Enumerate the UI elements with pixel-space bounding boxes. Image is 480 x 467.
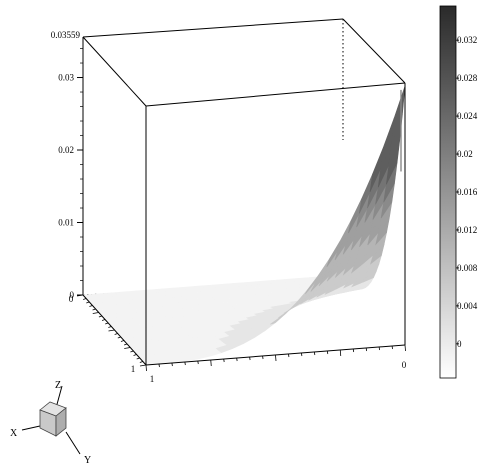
orientation-cube: Z X Y xyxy=(10,380,91,466)
front-axis-tick xyxy=(249,356,251,361)
front-axis-tick xyxy=(339,349,342,357)
front-axis-tick xyxy=(236,357,238,362)
colorbar-tick-label: 0.02 xyxy=(457,149,473,159)
bounding-box-front xyxy=(82,82,406,366)
colorbar-tick-label: 0.028 xyxy=(457,73,478,83)
surface-plot xyxy=(82,85,406,366)
colorbar-tick-label: 0.004 xyxy=(457,301,478,311)
side-axis-tick xyxy=(130,350,134,353)
front-axis-tick xyxy=(352,348,355,353)
side-axis-tick xyxy=(133,354,137,356)
cube-x-axis-line xyxy=(21,425,41,431)
side-axis-tick xyxy=(105,322,109,325)
front-axis-tick xyxy=(158,363,160,368)
z-axis-tick-label: 0 xyxy=(70,290,75,300)
colorbar-gradient xyxy=(439,5,457,379)
cube-right-face xyxy=(55,407,67,437)
front-axis-tick xyxy=(197,360,199,365)
side-axis-tick xyxy=(108,329,115,332)
box-back-right-edge-top xyxy=(342,18,406,84)
front-axis-tick xyxy=(262,355,264,360)
box-front-top-edge xyxy=(145,82,406,107)
colorbar-tick-label: 0.008 xyxy=(457,263,478,273)
z-axis: 0 0.01 0.02 0.03 0.03559 xyxy=(51,30,83,300)
side-axis-tick xyxy=(92,308,96,311)
floor-axes: 1 0 0 1 xyxy=(69,294,407,384)
front-axis-left-label: 1 xyxy=(150,374,155,384)
colorbar: 0 0.004 0.008 0.012 0.016 0.02 0.024 0.028 0.032 xyxy=(439,5,478,379)
z-axis-max-label: 0.03559 xyxy=(51,30,81,40)
side-axis-tick xyxy=(98,315,103,318)
side-axis-tick xyxy=(108,326,112,328)
colorbar-tick-label: 0.032 xyxy=(457,35,477,45)
colorbar-tick-label: 0 xyxy=(457,339,462,349)
side-axis-tick xyxy=(76,294,84,297)
front-axis-tick xyxy=(378,346,380,351)
cube-x-label: X xyxy=(10,428,18,439)
colorbar-tick-label: 0.024 xyxy=(457,111,478,121)
side-axis-tick xyxy=(86,301,90,304)
front-axis-tick xyxy=(171,362,173,367)
side-axis-tick xyxy=(117,336,121,339)
cube-y-label: Y xyxy=(84,455,91,466)
front-axis-tick xyxy=(145,364,147,372)
side-axis-tick xyxy=(114,333,118,335)
colorbar-tick-label: 0.016 xyxy=(457,187,478,197)
side-axis-tick xyxy=(139,361,143,363)
front-axis-tick xyxy=(313,351,316,356)
side-axis-tick xyxy=(89,305,93,307)
side-axis-tick xyxy=(120,340,125,342)
side-axis-tick xyxy=(124,347,131,349)
front-axis-tick xyxy=(210,359,212,367)
z-axis-tick-label: 0.03 xyxy=(58,73,74,83)
side-axis-tick xyxy=(136,357,140,360)
front-axis-tick xyxy=(404,344,406,352)
z-axis-tick-label: 0.02 xyxy=(58,145,74,155)
side-axis-tick xyxy=(101,319,106,321)
front-axis-tick xyxy=(288,353,290,358)
z-axis-tick-label: 0.01 xyxy=(58,218,74,228)
front-axis-tick xyxy=(326,350,329,355)
front-axis-right-label: 0 xyxy=(402,360,407,370)
side-axis-bottom-label: 1 xyxy=(131,364,136,374)
side-axis-tick xyxy=(83,298,87,300)
front-axis-tick xyxy=(184,361,186,366)
front-axis-tick xyxy=(275,354,277,362)
colorbar-tick-label: 0.012 xyxy=(457,225,477,235)
side-axis-top-label: 0 xyxy=(69,294,74,304)
front-axis-tick xyxy=(365,347,368,352)
cube-y-axis-line xyxy=(65,431,81,455)
front-axis-tick xyxy=(223,358,225,363)
box-back-top-edge xyxy=(82,18,344,38)
front-axis-tick xyxy=(301,352,303,357)
side-axis-tick xyxy=(139,364,147,367)
cube-z-label: Z xyxy=(55,380,61,391)
front-axis-tick xyxy=(391,345,393,350)
side-axis-tick xyxy=(123,343,128,346)
box-back-side-top-edge xyxy=(82,36,147,107)
side-axis-tick xyxy=(92,312,99,314)
